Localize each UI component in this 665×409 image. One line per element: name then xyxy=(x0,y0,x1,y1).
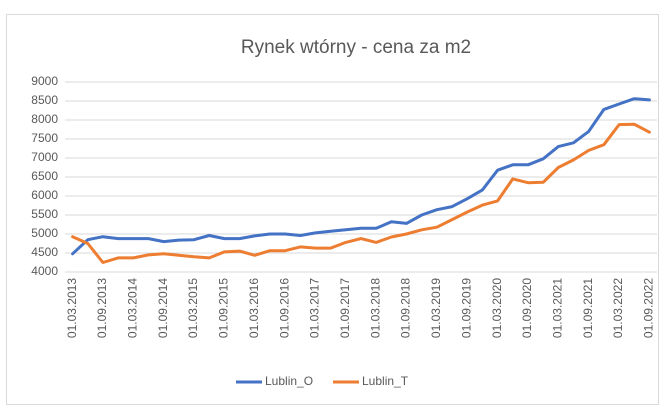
legend-label: Lublin_T xyxy=(362,374,409,388)
y-tick-label: 9000 xyxy=(31,74,58,88)
x-tick-label: 01.09.2019 xyxy=(459,278,473,338)
x-tick-label: 01.09.2022 xyxy=(642,278,656,338)
x-tick-label: 01.03.2017 xyxy=(308,278,322,338)
y-tick-label: 6500 xyxy=(31,169,58,183)
x-tick-label: 01.03.2020 xyxy=(490,278,504,338)
y-tick-label: 5000 xyxy=(31,226,58,240)
x-tick-label: 01.03.2015 xyxy=(186,278,200,338)
y-tick-label: 8000 xyxy=(31,112,58,126)
x-tick-label: 01.03.2021 xyxy=(551,278,565,338)
series-line xyxy=(71,122,651,264)
x-tick-label: 01.03.2016 xyxy=(247,278,261,338)
x-tick-label: 01.09.2017 xyxy=(338,278,352,338)
chart-border xyxy=(6,14,659,405)
y-tick-label: 7500 xyxy=(31,131,58,145)
y-tick-label: 6000 xyxy=(31,188,58,202)
y-tick-label: 4500 xyxy=(31,245,58,259)
x-tick-label: 01.09.2014 xyxy=(156,278,170,338)
y-tick-label: 5500 xyxy=(31,207,58,221)
x-tick-label: 01.09.2016 xyxy=(277,278,291,338)
x-tick-label: 01.09.2020 xyxy=(520,278,534,338)
x-tick-label: 01.03.2013 xyxy=(65,278,79,338)
x-tick-label: 01.09.2013 xyxy=(95,278,109,338)
legend-label: Lublin_O xyxy=(265,374,313,388)
x-tick-label: 01.03.2018 xyxy=(368,278,382,338)
x-tick-label: 01.09.2018 xyxy=(399,278,413,338)
chart-title: Rynek wtórny - cena za m2 xyxy=(241,37,471,58)
x-tick-label: 01.09.2021 xyxy=(581,278,595,338)
y-tick-label: 8500 xyxy=(31,93,58,107)
y-tick-label: 4000 xyxy=(31,264,58,278)
x-tick-label: 01.03.2014 xyxy=(125,278,139,338)
series-line xyxy=(71,97,651,256)
x-tick-label: 01.03.2022 xyxy=(611,278,625,338)
x-tick-label: 01.09.2015 xyxy=(217,278,231,338)
y-tick-label: 7000 xyxy=(31,150,58,164)
x-tick-label: 01.03.2019 xyxy=(429,278,443,338)
